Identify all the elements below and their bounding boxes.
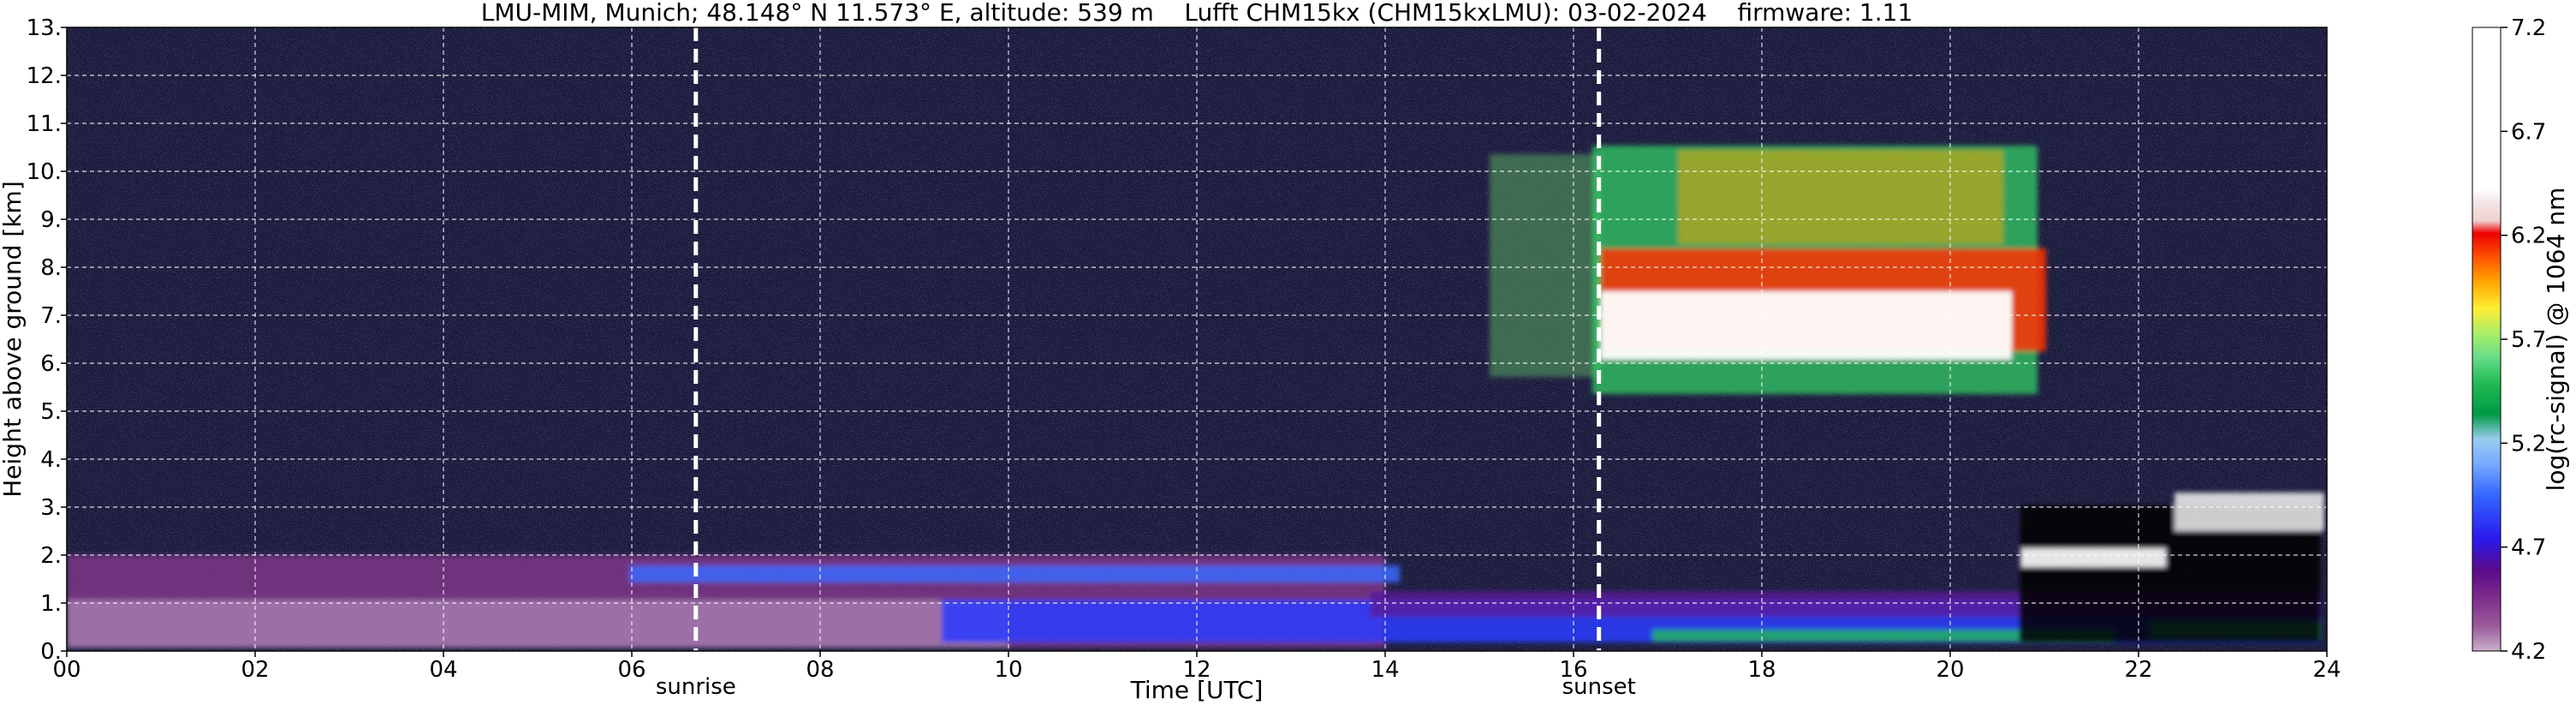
y-tick-label: 3. <box>40 495 62 521</box>
sun-marker-labels: sunrise sunset <box>656 674 1636 700</box>
colorbar-tick-label: 6.7 <box>2511 119 2546 145</box>
y-tick-label: 12. <box>27 63 62 89</box>
colorbar-ticks: 4.2 4.7 5.2 5.7 6.2 6.7 7.2 <box>2501 15 2546 665</box>
x-tick-label: 06 <box>617 657 645 683</box>
x-tick-label: 24 <box>2312 657 2341 683</box>
colorbar-tick-label: 4.7 <box>2511 535 2546 561</box>
colorbar: 4.2 4.7 5.2 5.7 6.2 6.7 7.2 log(rc-signal) @ 1… <box>2472 15 2570 665</box>
y-tick-label: 1. <box>40 591 62 617</box>
x-tick-label: 18 <box>1747 657 1776 683</box>
colorbar-tick-label: 6.2 <box>2511 224 2546 249</box>
colorbar-tick-label: 4.2 <box>2511 639 2546 665</box>
x-tick-label: 12 <box>1182 657 1211 683</box>
y-tick-label: 4. <box>40 447 62 473</box>
sunset-marker-label: sunset <box>1562 674 1636 700</box>
y-tick-label: 6. <box>40 351 62 377</box>
colorbar-tick-label: 7.2 <box>2511 15 2546 41</box>
sun-markers <box>693 27 1602 651</box>
x-tick-label: 14 <box>1371 657 1399 683</box>
x-axis-ticks: 00 02 04 06 08 10 12 14 16 18 20 22 24 <box>52 651 2341 683</box>
y-tick-label: 5. <box>40 399 62 425</box>
x-tick-label: 10 <box>994 657 1022 683</box>
colorbar-label: log(rc-signal) @ 1064 nm <box>2542 188 2570 492</box>
y-axis-label: Height above ground [km] <box>0 181 27 498</box>
sunrise-marker-label: sunrise <box>656 674 736 700</box>
x-tick-label: 16 <box>1559 657 1587 683</box>
y-tick-label: 8. <box>40 255 62 281</box>
y-tick-label: 0. <box>40 639 62 665</box>
grid <box>67 27 2327 651</box>
y-tick-label: 10. <box>27 159 62 185</box>
y-tick-label: 9. <box>40 207 62 233</box>
chart-title: LMU-MIM, Munich; 48.148° N 11.573° E, al… <box>481 0 1913 27</box>
x-tick-label: 02 <box>241 657 269 683</box>
x-axis-label: Time [UTC] <box>1130 676 1264 704</box>
y-tick-label: 13. <box>27 15 62 41</box>
night-aerosol-layer <box>2020 493 2324 642</box>
plot-area <box>67 27 2327 651</box>
colorbar-tick-label: 5.7 <box>2511 327 2546 353</box>
y-tick-label: 7. <box>40 303 62 329</box>
x-tick-label: 04 <box>429 657 457 683</box>
colorbar-tick-label: 5.2 <box>2511 431 2546 457</box>
x-tick-label: 22 <box>2124 657 2152 683</box>
y-tick-label: 2. <box>40 543 62 569</box>
x-tick-label: 20 <box>1936 657 1964 683</box>
y-axis-ticks: 0. 1. 2. 3. 4. 5. 6. 7. 8. 9. 10. 11. 12. 13. <box>27 15 67 665</box>
y-tick-label: 11. <box>27 111 62 137</box>
colorbar-ramp <box>2472 27 2502 652</box>
x-tick-label: 08 <box>806 657 834 683</box>
cirrus-cloud <box>1490 146 2046 394</box>
x-tick-label: 00 <box>52 657 80 683</box>
